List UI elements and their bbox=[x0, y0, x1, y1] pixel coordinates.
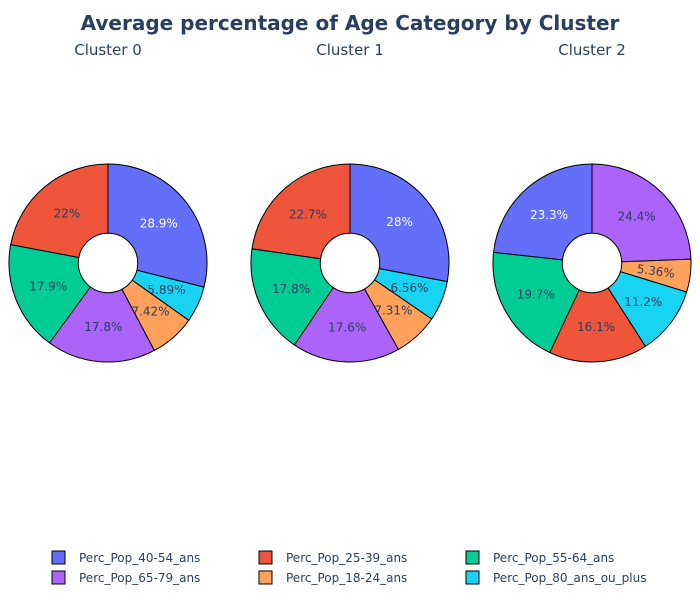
donut-hole-1 bbox=[319, 232, 381, 294]
legend-label-perc-pop-25-39-ans: Perc_Pop_25-39_ans bbox=[286, 551, 407, 565]
legend-item-perc-pop-65-79-ans[interactable]: Perc_Pop_65-79_ans bbox=[51, 570, 200, 585]
slice-label-0-perc-pop-65-79-ans: 17.8% bbox=[84, 320, 122, 334]
donut-hole-2 bbox=[561, 232, 623, 294]
slice-label-1-perc-pop-40-54-ans: 28% bbox=[386, 215, 413, 229]
legend-item-perc-pop-55-64-ans[interactable]: Perc_Pop_55-64_ans bbox=[465, 550, 614, 565]
pies-group: 28.9% 5.89% 7.42% 17.8% 17.9% 22% 28% 6.56% 7.31… bbox=[8, 163, 692, 363]
legend-label-perc-pop-40-54-ans: Perc_Pop_40-54_ans bbox=[79, 551, 200, 565]
slice-label-2-perc-pop-55-64-ans: 19.7% bbox=[517, 287, 555, 301]
pie-slice-2-perc-pop-65-79-ans[interactable] bbox=[591, 163, 692, 264]
pie-cluster-0: 28.9% 5.89% 7.42% 17.8% 17.9% 22% bbox=[8, 163, 208, 363]
legend-item-perc-pop-25-39-ans[interactable]: Perc_Pop_25-39_ans bbox=[258, 550, 407, 565]
slice-label-1-perc-pop-55-64-ans: 17.8% bbox=[272, 282, 310, 296]
legend-label-perc-pop-55-64-ans: Perc_Pop_55-64_ans bbox=[493, 551, 614, 565]
legend-swatch-perc-pop-65-79-ans bbox=[51, 570, 66, 585]
slice-label-2-perc-pop-80-ans-ou-plus: 11.2% bbox=[624, 295, 662, 309]
legend-swatch-perc-pop-80-ans-ou-plus bbox=[465, 570, 480, 585]
pie-subtitle-cluster-1: Cluster 1 bbox=[316, 41, 384, 59]
pie-slice-2-perc-pop-80-ans-ou-plus[interactable] bbox=[590, 262, 688, 348]
slice-label-2-perc-pop-65-79-ans: 24.4% bbox=[618, 210, 656, 224]
pie-slice-1-perc-pop-65-79-ans[interactable] bbox=[293, 262, 400, 363]
pie-slice-0-perc-pop-65-79-ans[interactable] bbox=[48, 262, 156, 363]
pie-slice-1-perc-pop-25-39-ans[interactable] bbox=[251, 163, 351, 264]
legend-item-perc-pop-80-ans-ou-plus[interactable]: Perc_Pop_80_ans_ou_plus bbox=[465, 570, 646, 585]
legend-label-perc-pop-80-ans-ou-plus: Perc_Pop_80_ans_ou_plus bbox=[493, 571, 646, 585]
slice-label-0-perc-pop-18-24-ans: 7.42% bbox=[131, 304, 169, 318]
slice-label-0-perc-pop-25-39-ans: 22% bbox=[54, 206, 81, 220]
pie-subtitle-cluster-2: Cluster 2 bbox=[558, 41, 626, 59]
pie-slice-0-perc-pop-25-39-ans[interactable] bbox=[10, 163, 109, 264]
pie-cluster-1: 28% 6.56% 7.31% 17.6% 17.8% 22.7% bbox=[250, 163, 450, 363]
slice-label-2-perc-pop-18-24-ans: 5.36% bbox=[636, 262, 676, 281]
slice-label-1-perc-pop-80-ans-ou-plus: 6.56% bbox=[390, 281, 428, 295]
pie-slice-2-perc-pop-25-39-ans[interactable] bbox=[549, 261, 647, 363]
slice-label-1-perc-pop-18-24-ans: 7.31% bbox=[374, 304, 412, 318]
legend: Perc_Pop_40-54_ans Perc_Pop_25-39_ans Perc… bbox=[51, 550, 646, 585]
slice-label-1-perc-pop-25-39-ans: 22.7% bbox=[289, 207, 327, 221]
legend-item-perc-pop-18-24-ans[interactable]: Perc_Pop_18-24_ans bbox=[258, 570, 407, 585]
pie-slice-2-perc-pop-40-54-ans[interactable] bbox=[493, 163, 593, 264]
legend-label-perc-pop-65-79-ans: Perc_Pop_65-79_ans bbox=[79, 571, 200, 585]
slice-label-2-perc-pop-40-54-ans: 23.3% bbox=[530, 208, 568, 222]
legend-swatch-perc-pop-18-24-ans bbox=[258, 570, 273, 585]
chart-title: Average percentage of Age Category by Cl… bbox=[81, 11, 620, 35]
slice-label-2-perc-pop-25-39-ans: 16.1% bbox=[577, 320, 615, 334]
legend-swatch-perc-pop-40-54-ans bbox=[51, 550, 66, 565]
pie-subtitle-cluster-0: Cluster 0 bbox=[74, 41, 142, 59]
slice-label-1-perc-pop-65-79-ans: 17.6% bbox=[328, 320, 366, 334]
pie-cluster-2: 24.4% 5.36% 11.2% 16.1% 19.7% 23.3% bbox=[492, 163, 692, 363]
legend-item-perc-pop-40-54-ans[interactable]: Perc_Pop_40-54_ans bbox=[51, 550, 200, 565]
slice-label-0-perc-pop-55-64-ans: 17.9% bbox=[29, 280, 67, 294]
legend-swatch-perc-pop-25-39-ans bbox=[258, 550, 273, 565]
donut-hole-0 bbox=[77, 232, 139, 294]
legend-swatch-perc-pop-55-64-ans bbox=[465, 550, 480, 565]
slice-label-0-perc-pop-80-ans-ou-plus: 5.89% bbox=[147, 283, 185, 297]
slice-label-0-perc-pop-40-54-ans: 28.9% bbox=[140, 216, 178, 230]
legend-label-perc-pop-18-24-ans: Perc_Pop_18-24_ans bbox=[286, 571, 407, 585]
